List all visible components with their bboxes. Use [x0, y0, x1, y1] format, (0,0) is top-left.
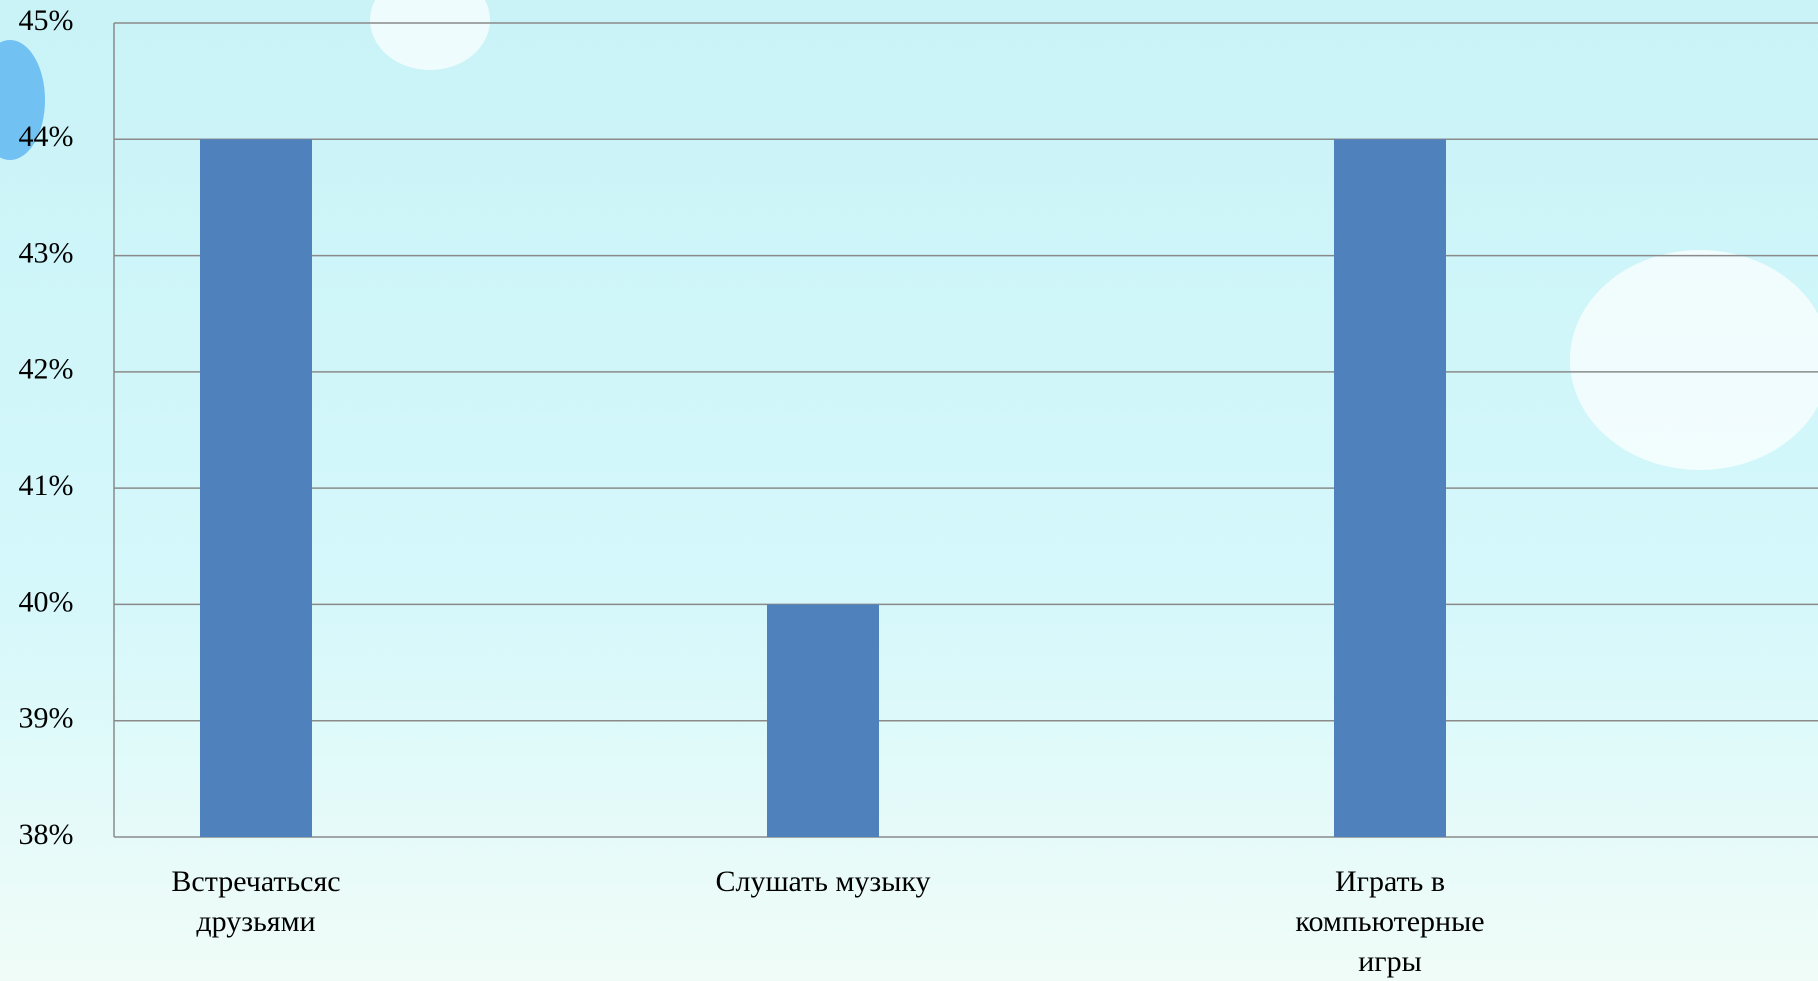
y-tick-label: 42% — [19, 353, 74, 386]
y-tick-label: 39% — [19, 702, 74, 735]
bar — [200, 139, 312, 838]
y-tick-label: 45% — [19, 4, 74, 37]
bar — [1334, 139, 1446, 838]
decoration — [0, 0, 1818, 470]
bar — [767, 604, 879, 837]
y-tick-label: 43% — [19, 236, 74, 269]
y-tick-label: 44% — [19, 120, 74, 153]
x-tick-label: Играть в компьютерные игры — [1295, 865, 1485, 978]
y-tick-label: 38% — [19, 818, 74, 851]
y-tick-label: 40% — [19, 585, 74, 618]
y-tick-label: 41% — [19, 469, 74, 502]
x-tick-label: Слушать музыку — [715, 865, 931, 898]
x-tick-label: Встречатьсяс друзьями — [171, 865, 341, 938]
